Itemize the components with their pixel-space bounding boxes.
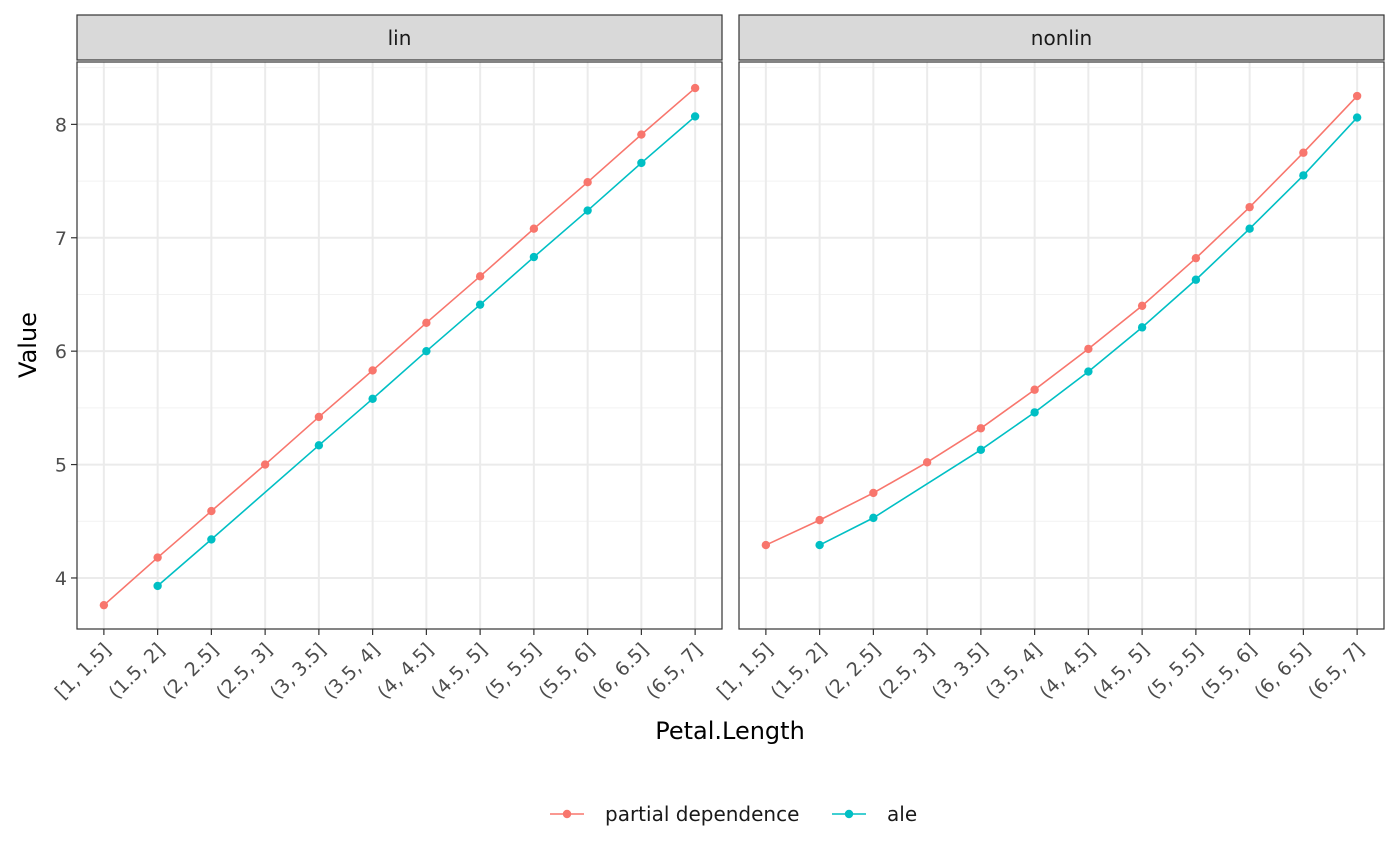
- data-point: [207, 506, 216, 516]
- y-tick-label: 5: [55, 455, 67, 477]
- panel-nonlin: nonlin[1, 1.5](1.5, 2](2, 2.5](2.5, 3](3…: [713, 14, 1385, 704]
- panels-group: lin[1, 1.5](1.5, 2](2, 2.5](2.5, 3](3, 3…: [51, 14, 1385, 704]
- data-point: [1137, 301, 1147, 311]
- x-tick-label: (5.5, 6]: [535, 639, 600, 704]
- y-tick-label: 4: [55, 568, 67, 590]
- data-point: [314, 412, 324, 422]
- data-point: [475, 272, 485, 281]
- data-point: [1352, 113, 1362, 122]
- data-point: [99, 600, 109, 610]
- x-tick-label: (5, 5.5]: [481, 639, 546, 704]
- data-point: [1299, 171, 1308, 180]
- x-tick-label: (2.5, 3]: [212, 639, 277, 704]
- series-line-ale: [157, 115, 696, 587]
- x-tick-label: (4, 4.5]: [1035, 639, 1100, 704]
- data-point: [583, 178, 592, 187]
- x-axis-title: Petal.Length: [655, 717, 805, 745]
- data-point: [761, 540, 771, 550]
- x-tick-label: (3.5, 4]: [982, 639, 1047, 704]
- y-tick-label: 8: [55, 114, 67, 136]
- data-point: [368, 366, 377, 375]
- x-tick-label: (3, 3.5]: [928, 639, 993, 704]
- data-point: [690, 83, 700, 93]
- data-point: [1352, 91, 1362, 101]
- data-point: [422, 346, 431, 356]
- data-point: [869, 488, 878, 498]
- strip-label: lin: [388, 26, 412, 50]
- data-point: [475, 300, 485, 309]
- x-tick-label: (1.5, 2]: [105, 639, 170, 704]
- data-point: [153, 553, 162, 562]
- data-point: [368, 394, 377, 403]
- x-tick-label: (6, 6.5]: [588, 639, 653, 704]
- data-point: [1084, 344, 1093, 354]
- data-point: [1299, 148, 1308, 157]
- data-point: [1084, 367, 1093, 376]
- data-point: [422, 318, 431, 328]
- strip-background: [76, 14, 723, 61]
- panel-border: [738, 61, 1385, 630]
- x-tick-label: (6, 6.5]: [1250, 639, 1315, 704]
- data-point: [1137, 323, 1147, 332]
- data-point: [690, 112, 700, 121]
- data-point: [583, 206, 592, 215]
- legend-key-point: [562, 809, 572, 819]
- data-point: [815, 515, 824, 525]
- x-tick-label: (6.5, 7]: [1304, 639, 1369, 704]
- x-tick-label: [1, 1.5]: [51, 639, 116, 704]
- data-point: [637, 158, 646, 168]
- panel-lin: lin [1, 1.5](1.5, 2](2, 2.5](2.5, 3](3, 3…: [51, 14, 723, 704]
- x-tick-label: (4, 4.5]: [373, 639, 438, 704]
- data-point: [1191, 275, 1201, 284]
- data-point: [1030, 408, 1039, 417]
- series-line-ale: [819, 117, 1358, 546]
- legend-item-ale: ale: [832, 802, 917, 826]
- data-point: [922, 458, 932, 467]
- legend-item-partial-dependence: partial dependence: [550, 802, 799, 826]
- x-tick-label: (1.5, 2]: [767, 639, 832, 704]
- y-tick-label: 7: [55, 228, 67, 250]
- data-point: [1030, 385, 1039, 394]
- x-tick-label: (2, 2.5]: [820, 639, 885, 704]
- data-point: [314, 441, 324, 450]
- x-tick-label: (6.5, 7]: [642, 639, 707, 704]
- x-tick-label: (2.5, 3]: [874, 639, 939, 704]
- x-tick-label: (3.5, 4]: [320, 639, 385, 704]
- legend: partial dependence ale: [550, 802, 917, 826]
- data-point: [815, 540, 824, 550]
- strip-label: nonlin: [1031, 26, 1092, 50]
- strip-background: [738, 14, 1385, 61]
- data-point: [637, 130, 646, 139]
- x-tick-label: [1, 1.5]: [713, 639, 778, 704]
- data-point: [260, 460, 270, 469]
- data-point: [207, 535, 216, 544]
- data-point: [1191, 253, 1201, 263]
- x-tick-label: (4.5, 5]: [1089, 639, 1154, 704]
- data-point: [976, 445, 986, 455]
- x-tick-label: (4.5, 5]: [427, 639, 492, 704]
- x-tick-label: (5, 5.5]: [1143, 639, 1208, 704]
- x-tick-label: (3, 3.5]: [266, 639, 331, 704]
- series-line-partial-dependence: [765, 95, 1358, 546]
- legend-label: partial dependence: [605, 802, 799, 826]
- data-point: [869, 513, 878, 523]
- panel-border: [76, 61, 723, 630]
- legend-label: ale: [887, 802, 917, 826]
- data-point: [529, 224, 539, 233]
- series-line-partial-dependence: [103, 87, 696, 606]
- data-point: [153, 581, 162, 591]
- x-tick-label: (5.5, 6]: [1197, 639, 1262, 704]
- y-tick-label: 6: [55, 341, 67, 363]
- legend-key-point: [844, 809, 854, 819]
- data-point: [1245, 202, 1254, 212]
- x-tick-label: (2, 2.5]: [158, 639, 223, 704]
- data-point: [529, 252, 539, 262]
- data-point: [976, 424, 986, 433]
- plot-background: [739, 62, 1384, 629]
- y-axis-title: Value: [14, 312, 42, 378]
- data-point: [1245, 224, 1254, 233]
